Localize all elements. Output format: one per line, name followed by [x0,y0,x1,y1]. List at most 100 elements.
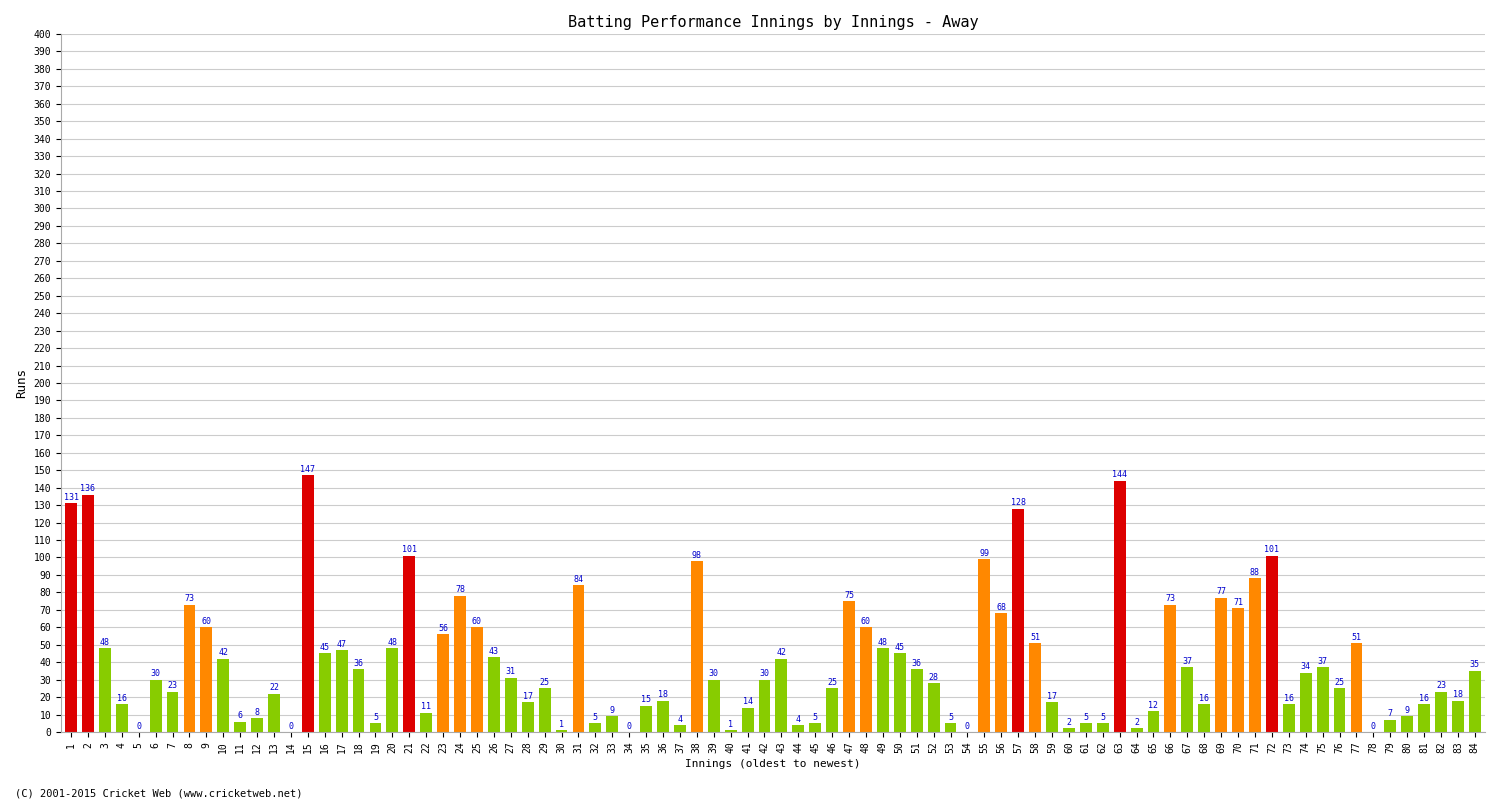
Text: 31: 31 [506,667,516,677]
Text: 78: 78 [454,586,465,594]
Bar [1266,556,1278,732]
Bar [1300,673,1311,732]
Text: 75: 75 [844,590,853,600]
Bar [827,688,839,732]
Bar [538,688,550,732]
Bar [454,596,466,732]
Bar [522,702,534,732]
Bar [1418,704,1430,732]
Text: 25: 25 [1335,678,1344,687]
Text: 60: 60 [201,617,211,626]
Text: 0: 0 [964,722,970,730]
Text: 5: 5 [948,713,952,722]
Bar [945,723,957,732]
Bar [201,627,213,732]
Bar [64,503,76,732]
Text: 71: 71 [1233,598,1244,606]
Bar [1317,667,1329,732]
Text: 8: 8 [255,708,260,717]
Text: 17: 17 [522,692,532,701]
Bar [1468,671,1480,732]
Text: 144: 144 [1112,470,1126,479]
Bar [640,706,652,732]
Text: 2: 2 [1066,718,1071,727]
Text: 60: 60 [861,617,871,626]
Text: 18: 18 [1454,690,1462,699]
Text: 4: 4 [678,714,682,723]
Text: 88: 88 [1250,568,1260,577]
Bar [657,701,669,732]
Text: 2: 2 [1134,718,1138,727]
Bar [1215,598,1227,732]
Bar [369,723,381,732]
Text: 45: 45 [896,643,904,652]
Bar [1064,729,1076,732]
Bar [268,694,280,732]
Text: 1: 1 [560,720,564,729]
Text: 34: 34 [1300,662,1311,671]
Bar [488,657,500,732]
Bar [555,730,567,732]
Bar [436,634,448,732]
Text: 98: 98 [692,550,702,559]
Text: 9: 9 [1404,706,1410,715]
Text: 56: 56 [438,624,448,633]
Text: 30: 30 [759,670,770,678]
Text: 73: 73 [1166,594,1176,603]
Text: 48: 48 [878,638,888,647]
Text: 0: 0 [288,722,294,730]
Text: 0: 0 [627,722,632,730]
Bar [1452,701,1464,732]
Bar [387,648,399,732]
Text: 9: 9 [610,706,615,715]
Text: 77: 77 [1216,587,1225,596]
Text: 42: 42 [777,648,786,658]
Text: 16: 16 [1419,694,1430,702]
Bar [1096,723,1108,732]
Bar [878,648,890,732]
Text: 128: 128 [1011,498,1026,507]
Text: 5: 5 [1101,713,1106,722]
Text: 84: 84 [573,575,584,584]
Text: 101: 101 [402,546,417,554]
Text: 16: 16 [1198,694,1209,702]
Bar [674,725,686,732]
Text: 18: 18 [658,690,668,699]
Bar [234,722,246,732]
Text: 136: 136 [81,484,96,494]
Text: 16: 16 [117,694,128,702]
Bar [1232,608,1244,732]
Bar [708,680,720,732]
Bar [927,683,939,732]
Bar [352,669,364,732]
Text: 25: 25 [540,678,549,687]
Text: 48: 48 [387,638,398,647]
Bar [843,601,855,732]
Bar [1401,716,1413,732]
Bar [1131,729,1143,732]
Text: 36: 36 [354,658,363,668]
Bar [320,654,330,732]
Text: 16: 16 [1284,694,1294,702]
Bar [792,725,804,732]
Text: 101: 101 [1264,546,1280,554]
Bar [810,723,820,732]
Bar [590,723,602,732]
Bar [759,680,771,732]
Text: 42: 42 [219,648,228,658]
Bar [1046,702,1058,732]
Bar [1114,481,1125,732]
Title: Batting Performance Innings by Innings - Away: Batting Performance Innings by Innings -… [567,15,978,30]
Text: 23: 23 [168,682,177,690]
Text: 147: 147 [300,465,315,474]
Bar [996,614,1006,732]
Text: 5: 5 [813,713,818,722]
Text: 5: 5 [374,713,378,722]
Text: 48: 48 [100,638,109,647]
Text: 22: 22 [268,683,279,692]
Text: 30: 30 [710,670,718,678]
Text: 99: 99 [980,549,990,558]
Text: 5: 5 [1083,713,1089,722]
Bar [692,561,703,732]
Text: 47: 47 [336,639,346,649]
